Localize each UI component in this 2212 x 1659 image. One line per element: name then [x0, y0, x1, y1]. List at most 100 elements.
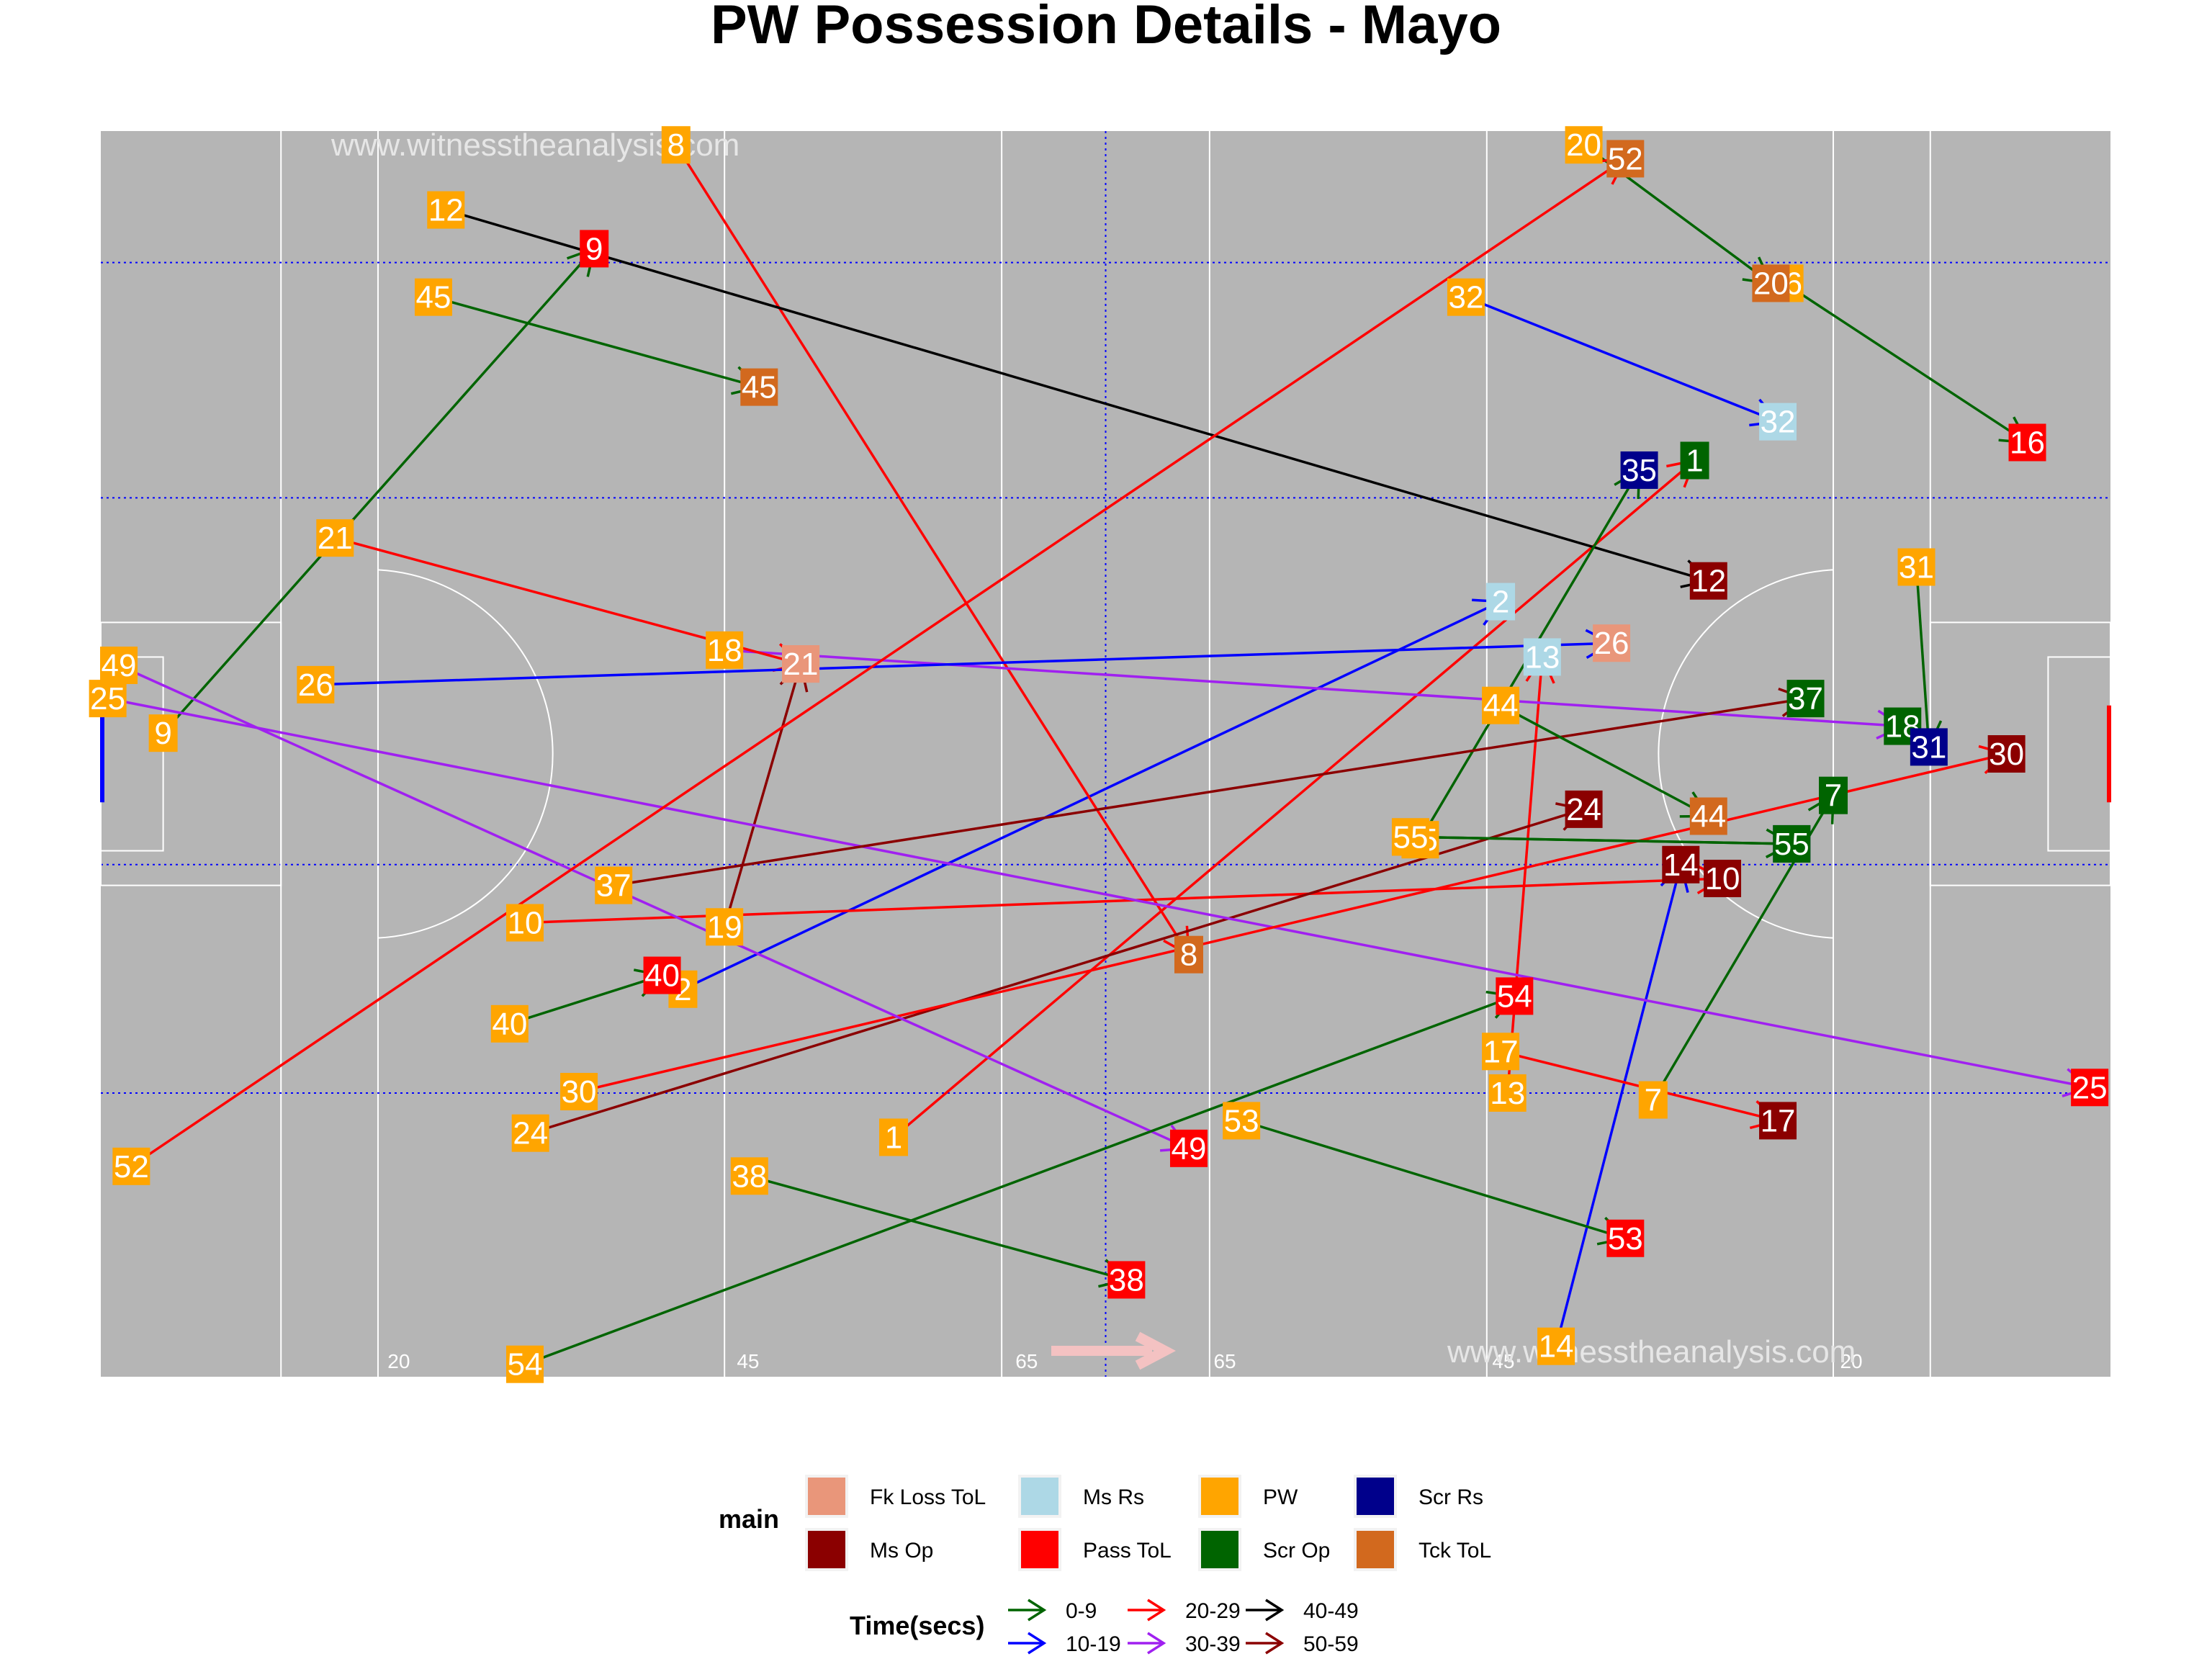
possession-label: 30 — [1987, 735, 2026, 773]
possession-label: 45 — [740, 368, 778, 406]
label-text: 55 — [1774, 827, 1809, 862]
label-box — [661, 126, 691, 164]
possession-label: 32 — [1759, 403, 1797, 441]
label-text: 19 — [707, 909, 742, 945]
label-text: 8 — [1180, 938, 1197, 973]
legend-time-title: Time(secs) — [850, 1611, 984, 1640]
path-line — [433, 295, 760, 389]
possession-label: 7 — [1638, 1081, 1668, 1119]
label-box — [560, 1073, 598, 1111]
label-box — [1606, 1219, 1645, 1257]
legend-main-item: Ms Rs — [1018, 1475, 1144, 1518]
path-line — [130, 157, 1627, 1168]
label-box — [740, 368, 778, 406]
label-text: 24 — [513, 1116, 548, 1151]
legend-time-item: 50-59 — [1246, 1632, 1359, 1656]
label-text: 25 — [90, 681, 125, 716]
path-line — [524, 994, 1515, 1366]
label-box — [730, 1157, 768, 1195]
label-text: 20 — [1566, 127, 1601, 163]
label-text: 24 — [1566, 792, 1601, 827]
legend-label: 10-19 — [1066, 1632, 1121, 1656]
label-text: 49 — [102, 648, 137, 683]
label-box — [1786, 680, 1825, 718]
label-box — [1482, 1033, 1520, 1071]
label-box — [1620, 451, 1658, 489]
legend-label: Ms Rs — [1083, 1485, 1144, 1509]
label-box — [511, 1114, 549, 1152]
possession-label: 24 — [511, 1114, 549, 1152]
possession-label: 54 — [505, 1345, 544, 1383]
legend-label: 50-59 — [1303, 1632, 1359, 1656]
possession-label: 8 — [1174, 935, 1203, 974]
label-text: 10 — [508, 906, 543, 941]
label-text: 10 — [1705, 861, 1740, 896]
possession-label: 32 — [1447, 278, 1485, 316]
yard-labels: 20 45 65 65 45 20 — [387, 1350, 1862, 1372]
label-text: 25 — [2072, 1070, 2108, 1105]
label-text: 54 — [1497, 979, 1532, 1014]
legend-time-item: 30-39 — [1128, 1632, 1241, 1656]
possession-label: 21 — [782, 645, 820, 683]
label-box — [1565, 126, 1603, 164]
label-box — [1486, 583, 1516, 621]
legend-arrowhead — [1028, 1632, 1047, 1655]
label-box — [89, 680, 127, 718]
path-line — [613, 697, 1806, 887]
label-box — [1987, 735, 2026, 773]
possession-label: 52 — [1606, 140, 1645, 178]
path-line — [1506, 657, 1544, 1094]
possession-label: 19 — [706, 908, 744, 946]
possession-label: 10 — [505, 904, 544, 942]
label-text: 13 — [1490, 1076, 1525, 1111]
path-line — [530, 808, 1585, 1135]
label-box — [1391, 818, 1429, 856]
path-line — [1410, 835, 1792, 845]
path-line — [1915, 567, 1930, 747]
label-box — [1689, 562, 1727, 600]
label-text: 32 — [1448, 280, 1483, 315]
label-text: 37 — [596, 868, 631, 904]
possession-label: 55 — [1391, 818, 1429, 856]
legend-time-item: 20-29 — [1128, 1599, 1241, 1623]
label-box — [1662, 845, 1700, 884]
label-box — [879, 1118, 909, 1156]
possession-label: 20 — [1565, 126, 1603, 164]
label-text: 53 — [1224, 1103, 1259, 1138]
label-box — [1897, 548, 1936, 586]
possession-label: 18 — [706, 631, 744, 669]
possession-label: 31 — [1897, 548, 1936, 586]
label-box — [1565, 790, 1603, 828]
label-text: 12 — [428, 193, 464, 228]
label-box — [1819, 776, 1848, 814]
label-box — [1593, 624, 1631, 662]
possession-label: 40 — [490, 1004, 529, 1043]
legend-key — [1357, 1531, 1394, 1568]
label-box — [1523, 638, 1561, 676]
possession-label: 38 — [730, 1157, 768, 1195]
path-line — [509, 974, 663, 1025]
label-text: 52 — [1608, 141, 1643, 176]
possession-label: 10 — [1704, 860, 1742, 897]
label-box — [1606, 140, 1645, 178]
path-line — [1784, 282, 2028, 444]
possession-label: 21 — [316, 519, 354, 557]
label-box — [1773, 824, 1811, 863]
label-text: 49 — [1172, 1131, 1207, 1166]
label-box — [1482, 686, 1520, 724]
legend-label: 30-39 — [1185, 1632, 1241, 1656]
possession-label: 38 — [1107, 1261, 1146, 1299]
label-text: 44 — [1483, 688, 1519, 724]
pitch: 20 45 65 65 45 20 www.witnesstheanalysis.com … — [100, 127, 2112, 1377]
legend-main-item: Tck ToL — [1354, 1528, 1491, 1571]
legend-label: Ms Op — [870, 1539, 933, 1563]
possession-label: 9 — [148, 714, 178, 752]
label-box — [1704, 860, 1742, 897]
label-box — [595, 866, 633, 904]
yard-label: 65 — [1015, 1350, 1038, 1372]
label-text: 53 — [1608, 1221, 1643, 1256]
legend-time-item: 0-9 — [1008, 1599, 1097, 1623]
legend-label: Scr Rs — [1419, 1485, 1483, 1509]
label-box — [2008, 423, 2046, 462]
legend-key — [1021, 1531, 1058, 1568]
